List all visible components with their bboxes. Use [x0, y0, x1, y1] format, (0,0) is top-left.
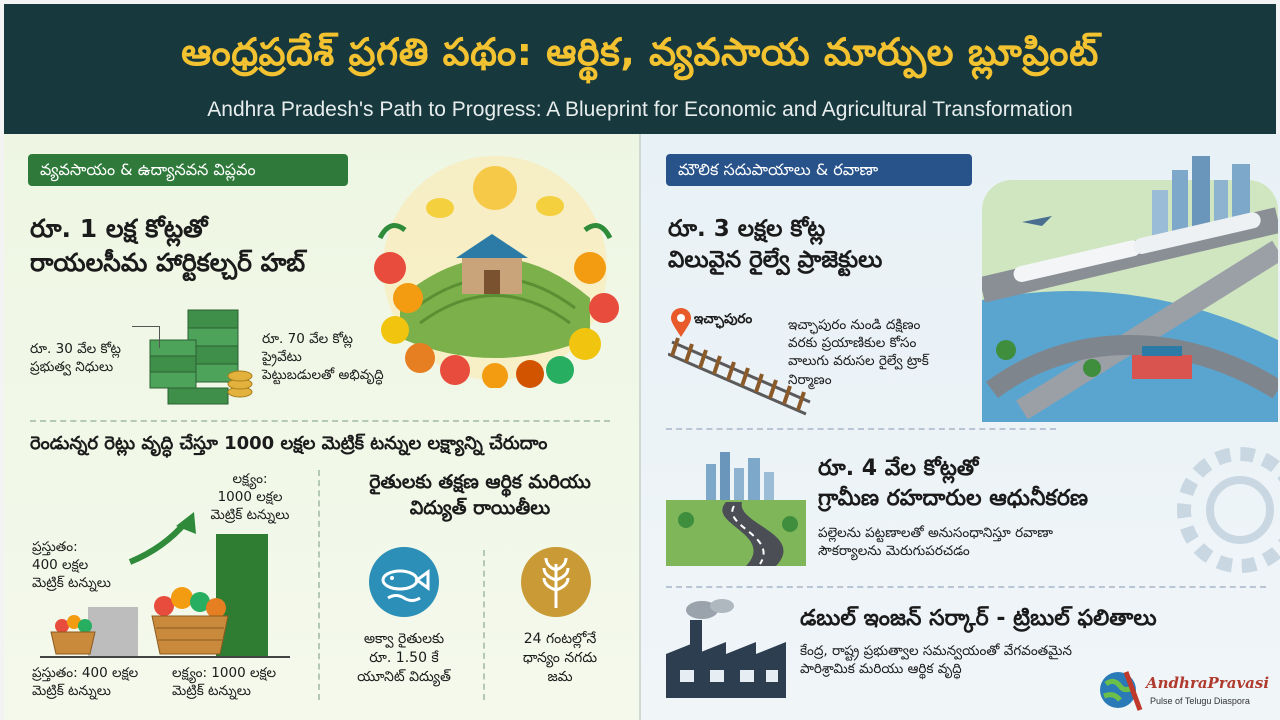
- target-note-line3: మెట్రిక్ టన్నులు: [210, 507, 290, 524]
- aqua-line2: రూ. 1.50 కే: [369, 649, 439, 666]
- gear-watermark-icon: [1177, 447, 1280, 573]
- chart-baseline: [40, 656, 290, 658]
- target-label-line1: లక్ష్యం: 1000 లక్షల: [172, 665, 277, 681]
- current-note-line2: 400 లక్షల: [32, 557, 89, 574]
- andhrapravasi-logo: AndhraPravasi Pulse of Telugu Diaspora: [1096, 664, 1278, 718]
- road-heading: రూ. 4 వేల కోట్లతో గ్రామీణ రహదారుల ఆధునీక…: [818, 454, 1088, 513]
- engine-desc: కేంద్ర, రాష్ట్ర ప్రభుత్వాల సమన్వయంతో వేగ…: [800, 642, 1072, 678]
- grain-line2: ధాన్యం నగదు: [522, 649, 598, 666]
- rail-desc-line3: వాలుగు వరుసల రైల్వే ట్రాక్: [788, 353, 929, 370]
- grain-text: 24 గంటల్లోనే ధాన్యం నగదు జమ: [490, 630, 630, 687]
- aqua-line1: అక్వా రైతులకు: [363, 631, 445, 647]
- engine-desc-line1: కేంద్ర, రాష్ట్ర ప్రభుత్వాల సమన్వయంతో వేగ…: [800, 643, 1072, 659]
- logo-tagline: Pulse of Telugu Diaspora: [1150, 696, 1250, 706]
- aqua-text: అక్వా రైతులకు రూ. 1.50 కే యూనిట్ విద్యుత…: [334, 630, 474, 687]
- farmer-heading-line2: విద్యుత్ రాయితీలు: [409, 496, 551, 519]
- road-heading-line1: రూ. 4 వేల కోట్లతో: [818, 456, 979, 481]
- road-heading-line2: గ్రామీణ రహదారుల ఆధునీకరణ: [818, 485, 1089, 511]
- fruit-garden-illustration: [374, 156, 619, 388]
- rail-heading-line1: రూ. 3 లక్షల కోట్ల: [668, 216, 826, 242]
- panel-divider: [639, 134, 641, 720]
- right-divider-1: [666, 428, 1056, 430]
- money-stack-icon: [149, 309, 253, 405]
- right-divider-2: [666, 586, 1266, 588]
- left-divider-1: [30, 420, 610, 422]
- railway-track-icon: [668, 337, 811, 416]
- road-desc-line2: సౌకర్యాలను మెరుగుపరచడం: [818, 543, 970, 560]
- rail-desc-line1: ఇచ్ఛాపురం నుండి దక్షిణం: [788, 317, 921, 333]
- agriculture-badge: వ్యవసాయం & ఉద్యానవన విప్లవం: [28, 154, 348, 186]
- place-label: ఇచ్ఛాపురం: [694, 311, 753, 327]
- current-production-bar: [88, 607, 138, 656]
- current-note: ప్రస్తుతం: 400 లక్షల మెట్రిక్ టన్నులు: [32, 538, 111, 593]
- current-label-line2: మెట్రిక్ టన్నులు: [32, 683, 111, 700]
- infrastructure-badge: మౌలిక సదుపాయాలు & రవాణా: [666, 154, 972, 186]
- logo-name: AndhraPravasi: [1146, 674, 1270, 692]
- wheat-icon: [521, 547, 591, 617]
- rail-heading: రూ. 3 లక్షల కోట్ల విలువైన రైల్వే ప్రాజెక…: [668, 214, 882, 276]
- private-funds-line3: పెట్టుబడులతో అభివృద్ధి: [262, 367, 384, 384]
- govt-funds-leader-v: [159, 326, 160, 348]
- target-note-line1: లక్ష్యం:: [232, 471, 268, 487]
- farmer-divider: [483, 550, 485, 700]
- private-funds-line1: రూ. 70 వేల కోట్ల: [262, 331, 353, 347]
- globe-logo-icon: [1100, 671, 1143, 711]
- govt-funds-line2: ప్రభుత్వ నిధులు: [30, 359, 114, 376]
- hub-heading-line1: రూ. 1 లక్ష కోట్లతో: [30, 214, 208, 243]
- engine-desc-line2: పారిశ్రామిక మరియు ఆర్థిక వృద్ధి: [800, 661, 962, 678]
- road-desc: పల్లెలను పట్టణాలతో అనుసంధానిస్తూ రవాణా స…: [818, 524, 1053, 560]
- hub-heading-line2: రాయలసీమ హార్టికల్చర్ హబ్: [30, 247, 306, 277]
- private-funds-line2: ప్రైవేటు: [262, 349, 302, 366]
- govt-funds-line1: రూ. 30 వేల కోట్ల: [30, 341, 121, 357]
- rail-heading-line2: విలువైన రైల్వే ప్రాజెక్టులు: [668, 247, 883, 274]
- farmer-heading-line1: రైతులకు తక్షణ ఆర్థిక మరియు: [369, 471, 591, 493]
- grain-line1: 24 గంటల్లోనే: [523, 631, 597, 647]
- location-pin-icon: [671, 308, 691, 337]
- title-telugu: ఆంధ్రప్రదేశ్ ప్రగతి పథం: ఆర్థిక, వ్యవసాయ…: [181, 30, 1099, 74]
- target-production-bar: [216, 534, 268, 656]
- header-banner: ఆంధ్రప్రదేశ్ ప్రగతి పథం: ఆర్థిక, వ్యవసాయ…: [0, 0, 1280, 134]
- target-heading: రెండున్నర రెట్లు వృద్ధి చేస్తూ 1000 లక్ష…: [30, 433, 548, 454]
- current-note-line3: మెట్రిక్ టన్నులు: [32, 575, 111, 592]
- left-vertical-divider: [318, 470, 320, 700]
- target-label-line2: మెట్రిక్ టన్నులు: [172, 683, 251, 700]
- rail-desc-line4: నిర్మాణం: [788, 371, 832, 388]
- grain-line3: జమ: [547, 668, 573, 685]
- factory-icon: [666, 599, 786, 698]
- farmer-heading: రైతులకు తక్షణ ఆర్థిక మరియు విద్యుత్ రాయి…: [330, 470, 630, 521]
- current-label: ప్రస్తుతం: 400 లక్షల మెట్రిక్ టన్నులు: [32, 664, 138, 700]
- rural-road-illustration: [666, 452, 806, 566]
- govt-funds-leader: [132, 326, 160, 327]
- engine-heading: డబుల్ ఇంజన్ సర్కార్ - ట్రిబుల్ ఫలితాలు: [800, 606, 1157, 631]
- growth-arrow: [128, 512, 196, 565]
- target-note-line2: 1000 లక్షల: [217, 489, 283, 506]
- fish-icon: [369, 547, 439, 617]
- rail-desc-line2: వరకు ప్రయాణికుల కోసం: [788, 335, 917, 352]
- infrastructure-illustration: [982, 156, 1278, 422]
- govt-funds-text: రూ. 30 వేల కోట్ల ప్రభుత్వ నిధులు: [30, 340, 121, 376]
- hub-heading: రూ. 1 లక్ష కోట్లతో రాయలసీమ హార్టికల్చర్ …: [30, 212, 305, 280]
- small-fruit-basket-icon: [50, 615, 96, 655]
- private-funds-text: రూ. 70 వేల కోట్ల ప్రైవేటు పెట్టుబడులతో అ…: [262, 330, 384, 385]
- current-label-line1: ప్రస్తుతం: 400 లక్షల: [32, 665, 139, 681]
- rail-desc: ఇచ్ఛాపురం నుండి దక్షిణం వరకు ప్రయాణికుల …: [788, 316, 929, 389]
- large-fruit-basket-icon: [151, 587, 229, 655]
- current-note-line1: ప్రస్తుతం:: [32, 539, 78, 555]
- aqua-line3: యూనిట్ విద్యుత్: [357, 668, 451, 685]
- target-label: లక్ష్యం: 1000 లక్షల మెట్రిక్ టన్నులు: [172, 664, 276, 700]
- target-note: లక్ష్యం: 1000 లక్షల మెట్రిక్ టన్నులు: [200, 470, 300, 525]
- road-desc-line1: పల్లెలను పట్టణాలతో అనుసంధానిస్తూ రవాణా: [818, 525, 1054, 541]
- title-english: Andhra Pradesh's Path to Progress: A Blu…: [207, 98, 1073, 121]
